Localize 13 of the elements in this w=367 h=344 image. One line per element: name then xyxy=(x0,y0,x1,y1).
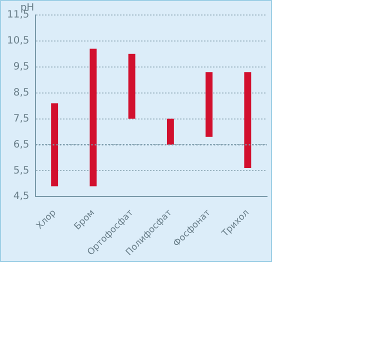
bar xyxy=(166,118,174,145)
y-tick-label: 9,5 xyxy=(13,61,30,72)
y-tick-label: 7,5 xyxy=(13,113,30,124)
y-tick-label: 6,5 xyxy=(13,139,30,150)
bar xyxy=(51,103,58,186)
bar xyxy=(90,48,97,186)
bar xyxy=(244,72,252,168)
bar xyxy=(128,54,136,119)
y-tick-label: 4,5 xyxy=(13,191,30,202)
bar xyxy=(206,72,213,137)
y-tick-label: 10,5 xyxy=(7,36,30,47)
y-tick-label: 5,5 xyxy=(13,165,30,176)
y-tick-label: 8,5 xyxy=(13,87,30,98)
